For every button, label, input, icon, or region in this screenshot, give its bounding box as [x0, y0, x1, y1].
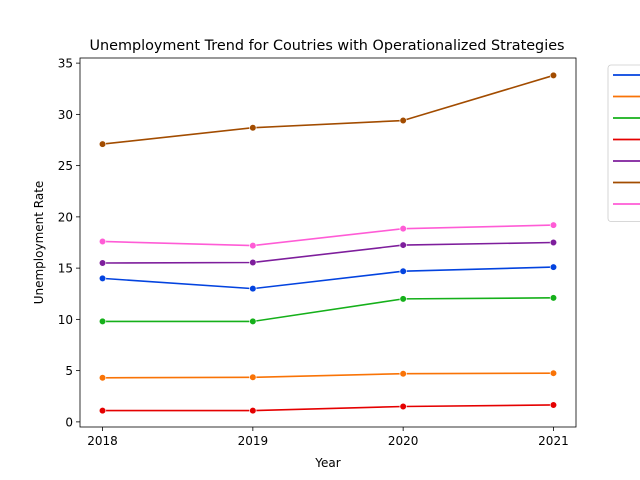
series-1 [98, 263, 558, 293]
data-point [399, 116, 407, 125]
data-point [399, 370, 407, 378]
y-tick-label: 30 [58, 108, 73, 122]
x-tick-label: 2021 [538, 434, 569, 448]
y-tick-label: 25 [58, 159, 73, 173]
y-tick-label: 10 [58, 313, 73, 327]
legend [607, 64, 640, 222]
data-point [98, 407, 107, 415]
data-point [249, 373, 257, 381]
x-tick-label: 2020 [388, 434, 419, 448]
data-point [549, 238, 558, 247]
series-line [102, 372, 554, 379]
data-point [98, 274, 107, 282]
y-tick-label: 15 [58, 262, 73, 276]
series-4 [98, 401, 558, 415]
y-tick-label: 5 [65, 364, 73, 378]
data-point [549, 221, 558, 229]
data-point [549, 401, 558, 409]
x-axis: 2018 2019 2020 2021 [87, 427, 569, 448]
data-point [98, 374, 107, 382]
data-point [399, 267, 407, 275]
series-7 [98, 221, 558, 250]
series-6 [98, 71, 558, 148]
series-line [102, 74, 554, 145]
data-point [549, 71, 558, 80]
data-point [399, 225, 407, 233]
data-point [249, 285, 257, 293]
data-point [98, 140, 107, 148]
data-point [98, 237, 107, 246]
y-axis-label: Unemployment Rate [32, 181, 46, 305]
x-axis-label: Year [314, 456, 340, 470]
series-line [102, 404, 554, 412]
data-point [549, 294, 558, 302]
data-point [249, 124, 257, 132]
series-2 [98, 369, 558, 382]
data-point [549, 369, 558, 377]
series-line [102, 241, 554, 264]
y-tick-label: 20 [58, 210, 73, 224]
series-line [102, 224, 554, 247]
data-point [249, 317, 257, 326]
data-point [549, 263, 558, 271]
series-5 [98, 238, 558, 267]
y-axis: 0 5 10 15 20 25 30 35 [58, 57, 80, 429]
data-point [249, 241, 257, 250]
data-point [98, 317, 107, 326]
chart-title: Unemployment Trend for Coutries with Ope… [89, 38, 564, 54]
data-point [399, 402, 407, 411]
legend-box [607, 64, 640, 222]
data-point [98, 259, 107, 267]
data-point [249, 407, 257, 415]
series-line [102, 297, 554, 323]
plot-area [98, 71, 558, 415]
y-tick-label: 35 [58, 57, 73, 71]
data-point [249, 258, 257, 267]
axes-frame [79, 57, 577, 428]
x-tick-label: 2019 [238, 434, 269, 448]
data-point [399, 241, 407, 249]
series-3 [98, 294, 558, 326]
data-point [399, 295, 407, 303]
y-tick-label: 0 [65, 415, 73, 429]
series-line [102, 266, 554, 290]
x-tick-label: 2018 [87, 434, 118, 448]
